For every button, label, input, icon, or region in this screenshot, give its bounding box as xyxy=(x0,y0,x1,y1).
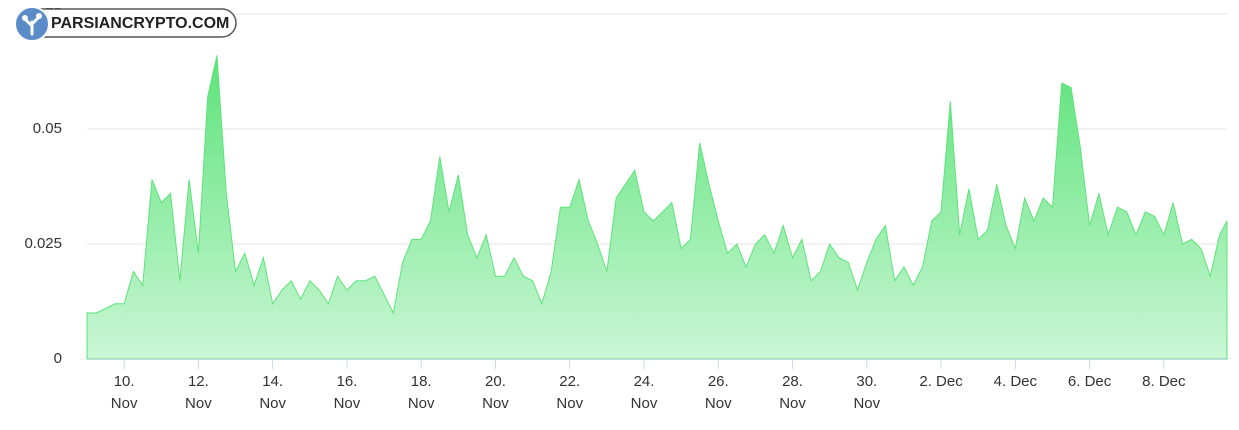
area xyxy=(86,55,1228,360)
x-tick-label: 22. Nov xyxy=(556,373,584,412)
x-tick-label: 18. Nov xyxy=(407,373,435,412)
x-tick-label: 20. Nov xyxy=(482,373,509,412)
x-tick-label: 16. Nov xyxy=(333,373,361,412)
y-tick-label: 0.025 xyxy=(24,235,62,252)
y-tick-label: 0.05 xyxy=(33,120,62,137)
x-tick-label: 6. Dec xyxy=(1067,373,1112,390)
x-tick-label: 10. Nov xyxy=(110,373,138,412)
watermark-logo: PARSIANCRYPTO.COM xyxy=(14,6,237,40)
logo-dot xyxy=(36,13,42,19)
x-tick-label: 30. Nov xyxy=(853,373,881,412)
logo-dot xyxy=(22,15,28,21)
x-tick-label: 24. Nov xyxy=(630,373,658,412)
x-tick-label: 2. Dec xyxy=(919,373,963,390)
x-tick-label: 28. Nov xyxy=(779,373,806,412)
watermark-text: PARSIANCRYPTO.COM xyxy=(51,15,229,32)
x-tick-label: 14. Nov xyxy=(259,373,286,412)
x-tick-label: 12. Nov xyxy=(185,373,212,412)
x-tick-label: 26. Nov xyxy=(704,373,732,412)
x-tick-label: 4. Dec xyxy=(993,373,1037,390)
y-tick-label: 0 xyxy=(54,350,62,367)
x-tick-label: 8. Dec xyxy=(1142,373,1186,390)
